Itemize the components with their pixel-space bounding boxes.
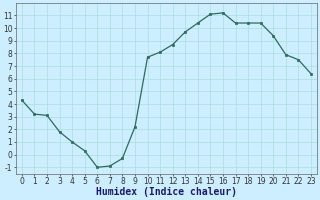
X-axis label: Humidex (Indice chaleur): Humidex (Indice chaleur) bbox=[96, 187, 237, 197]
